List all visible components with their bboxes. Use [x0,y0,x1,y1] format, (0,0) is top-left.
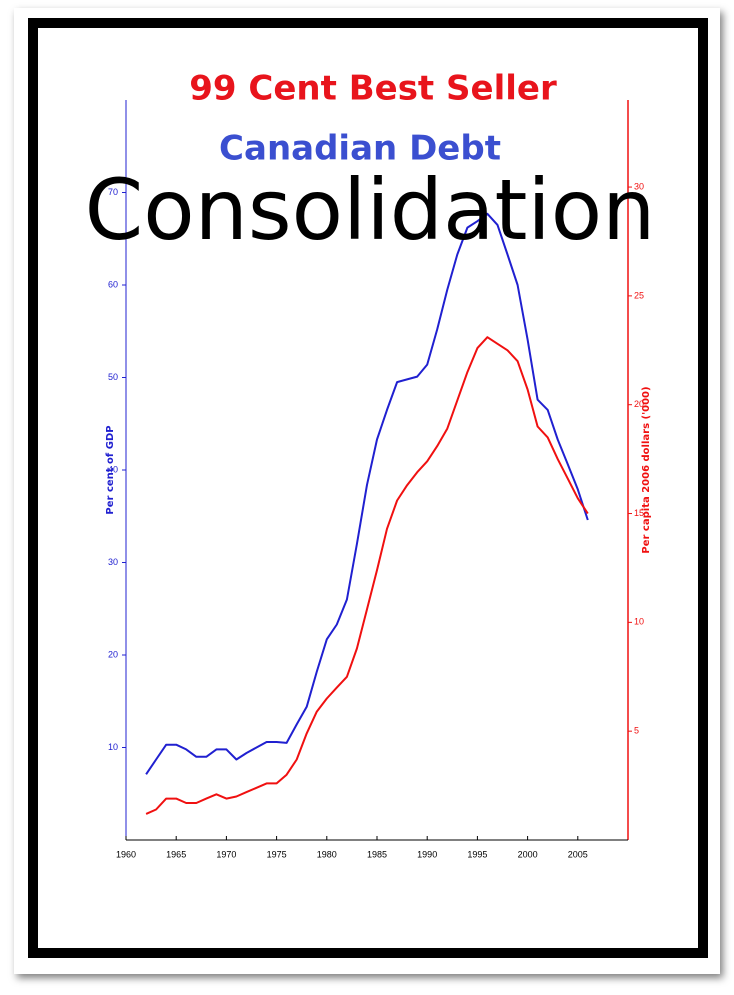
x-tick-label: 1990 [417,849,437,859]
y-tick-label: 20 [108,649,118,659]
x-tick-label: 2000 [518,849,538,859]
x-tick-label: 1985 [367,849,387,859]
tagline: 99 Cent Best Seller [189,69,557,109]
y2-axis-label: Per capita 2006 dollars ('000) [641,386,652,553]
y2-tick-label: 15 [634,508,644,518]
y-tick-label: 30 [108,557,118,567]
x-tick-label: 1975 [267,849,287,859]
subtitle: Canadian Debt [219,129,501,169]
y-tick-label: 40 [108,464,118,474]
y2-tick-label: 25 [634,290,644,300]
x-tick-label: 1960 [116,849,136,859]
data-line [145,212,589,775]
y-axis-label: Per cent of GDP [105,425,116,514]
y-tick-label: 10 [108,742,118,752]
y2-tick-label: 5 [634,726,639,736]
y2-tick-label: 20 [634,399,644,409]
y-tick-label: 50 [108,372,118,382]
x-tick-label: 1995 [467,849,487,859]
y2-tick-label: 10 [634,617,644,627]
chart-title: Consolidation [85,161,656,259]
y-tick-label: 60 [108,279,118,289]
x-tick-label: 1970 [216,849,236,859]
data-line [145,336,589,815]
cover-frame [28,18,708,958]
x-tick-label: 1980 [317,849,337,859]
chart: 1960 1965 1970 1975 1980 1985 1990 1995 2000 2005… [105,100,652,859]
y2-tick-label: 30 [634,181,644,191]
y-tick-label: 70 [108,187,118,197]
x-tick-label: 2005 [568,849,588,859]
x-tick-label: 1965 [166,849,186,859]
